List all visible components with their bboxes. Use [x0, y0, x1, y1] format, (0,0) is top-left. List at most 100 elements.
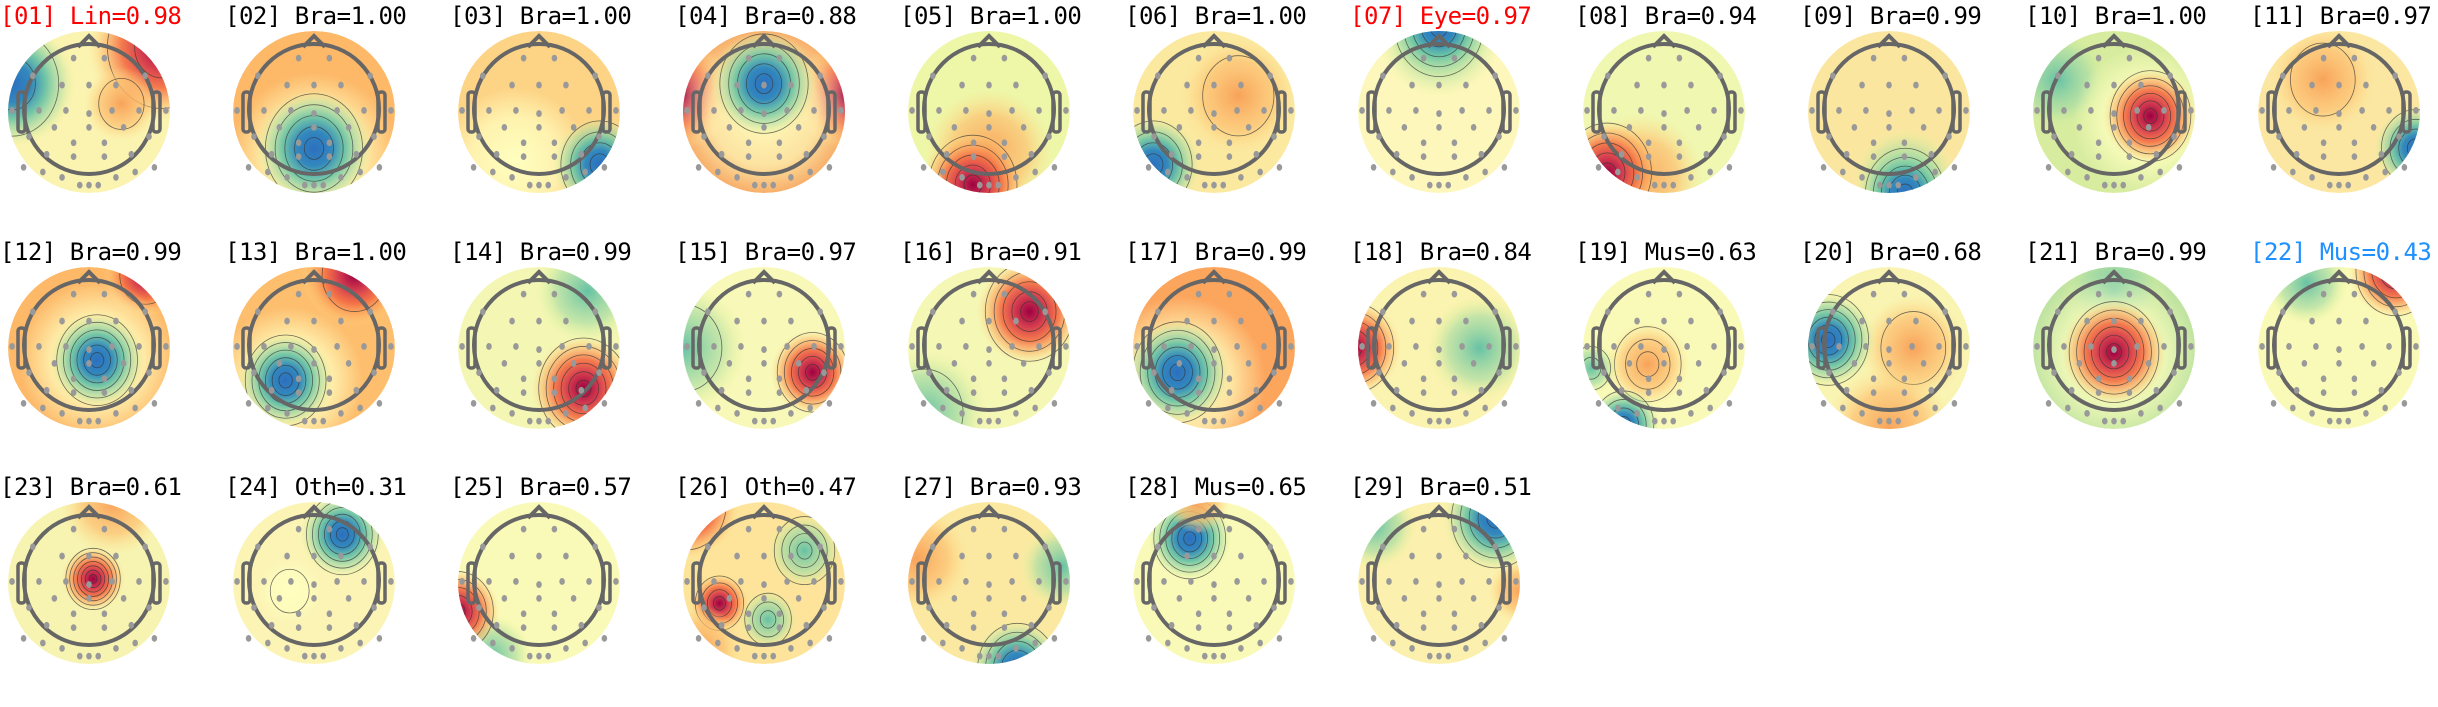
electrode-marker	[1843, 386, 1850, 394]
electrode-marker	[1155, 72, 1161, 80]
component-cell[interactable]: [01] Lin=0.98	[0, 0, 225, 236]
component-cell[interactable]: [18] Bra=0.84	[1350, 236, 1575, 472]
electrode-marker	[1886, 317, 1892, 325]
electrode-marker	[563, 410, 569, 417]
electrode-marker	[1211, 346, 1217, 353]
electrode-marker	[1836, 107, 1842, 114]
electrode-marker	[1238, 645, 1244, 652]
ear-icon	[601, 326, 612, 370]
nose-icon	[976, 504, 1002, 520]
electrode-marker	[1886, 81, 1892, 89]
electrode-marker	[109, 107, 115, 114]
electrode-marker	[684, 578, 690, 585]
component-cell[interactable]: [06] Bra=1.00	[1125, 0, 1350, 236]
electrode-marker	[1195, 54, 1202, 62]
topomap-blue-region	[238, 333, 334, 428]
component-title: [08] Bra=0.94	[1575, 2, 1757, 30]
component-cell[interactable]: [03] Bra=1.00	[450, 0, 675, 236]
electrode-marker	[1234, 578, 1240, 585]
electrode-marker	[353, 150, 360, 158]
contour-line	[2136, 100, 2165, 132]
electrode-marker	[1638, 343, 1644, 350]
component-cell[interactable]: [11] Bra=0.97	[2250, 0, 2438, 236]
nose-icon	[526, 504, 552, 520]
electrode-marker	[1046, 133, 1052, 141]
component-cell[interactable]: [26] Oth=0.47	[675, 471, 900, 707]
electrode-marker	[1909, 107, 1915, 114]
component-cell[interactable]: [04] Bra=0.88	[675, 0, 900, 236]
electrode-marker	[501, 123, 508, 131]
electrode-marker	[536, 317, 542, 325]
electrode-marker	[2336, 417, 2342, 425]
component-score: 1.00	[575, 2, 632, 30]
contour-line	[88, 574, 98, 584]
electrode-marker	[1626, 123, 1633, 131]
contour-line	[269, 568, 310, 614]
component-cell[interactable]: [22] Mus=0.43	[2250, 236, 2438, 472]
component-cell[interactable]: [24] Oth=0.31	[225, 471, 450, 707]
contour-line	[805, 363, 821, 381]
component-cell[interactable]: [07] Eye=0.97	[1350, 0, 1575, 236]
electrode-marker	[1661, 317, 1667, 325]
electrode-marker	[2126, 290, 2133, 298]
component-cell[interactable]: [10] Bra=1.00	[2025, 0, 2250, 236]
electrode-marker	[1359, 343, 1365, 350]
electrode-marker	[1032, 168, 1038, 176]
electrode-marker	[95, 181, 102, 189]
ear-icon	[466, 90, 477, 134]
component-cell[interactable]: [12] Bra=0.99	[0, 236, 225, 472]
electrode-marker	[788, 410, 794, 417]
electrode-marker	[970, 54, 977, 62]
component-cell[interactable]: [17] Bra=0.99	[1125, 236, 1350, 472]
component-cell[interactable]: [19] Mus=0.63	[1575, 236, 1800, 472]
ear-icon	[16, 561, 27, 605]
component-cell[interactable]: [02] Bra=1.00	[225, 0, 450, 236]
component-cell[interactable]: [09] Bra=0.99	[1800, 0, 2025, 236]
electrode-marker	[1859, 410, 1865, 417]
component-cell[interactable]: [25] Bra=0.57	[450, 471, 675, 707]
electrode-marker	[986, 346, 992, 353]
ear-icon	[2401, 326, 2412, 370]
electrode-marker	[265, 639, 271, 647]
electrode-marker	[578, 150, 585, 158]
electrode-marker	[86, 652, 92, 660]
electrode-marker	[1711, 343, 1717, 350]
component-cell[interactable]: [20] Bra=0.68	[1800, 236, 2025, 472]
electrode-marker	[2111, 123, 2117, 131]
electrode-marker	[376, 164, 383, 171]
electrode-marker	[536, 81, 542, 89]
component-cell[interactable]: [27] Bra=0.93	[900, 471, 1125, 707]
component-cell[interactable]: [15] Bra=0.97	[675, 236, 900, 472]
component-cell[interactable]: [08] Bra=0.94	[1575, 0, 1800, 236]
electrode-marker	[1413, 578, 1419, 585]
electrode-marker	[986, 110, 992, 117]
component-cell[interactable]: [23] Bra=0.61	[0, 471, 225, 707]
electrode-marker	[311, 81, 317, 89]
component-score: 0.99	[125, 238, 182, 266]
component-cell[interactable]: [14] Bra=0.99	[450, 236, 675, 472]
component-label: Bra	[519, 238, 562, 266]
electrode-marker	[1211, 581, 1217, 588]
component-label: Bra	[69, 473, 112, 501]
component-cell[interactable]: [16] Bra=0.91	[900, 236, 1125, 472]
component-cell[interactable]: [13] Bra=1.00	[225, 236, 450, 472]
electrode-marker	[1238, 174, 1244, 181]
electrode-marker	[2336, 346, 2342, 353]
component-cell[interactable]: [21] Bra=0.99	[2025, 236, 2250, 472]
electrode-marker	[338, 410, 344, 417]
electrode-marker	[2095, 139, 2102, 147]
electrode-marker	[1645, 290, 1652, 298]
electrode-marker	[1151, 369, 1157, 377]
component-cell[interactable]: [05] Bra=1.00	[900, 0, 1125, 236]
electrode-marker	[1726, 400, 1733, 407]
electrode-marker	[959, 410, 965, 417]
contour-line	[754, 73, 774, 94]
ear-icon	[1591, 326, 1602, 370]
electrode-marker	[1271, 604, 1277, 612]
electrode-marker	[1393, 386, 1400, 394]
component-cell[interactable]: [28] Mus=0.65	[1125, 471, 1350, 707]
component-cell[interactable]: [29] Bra=0.51	[1350, 471, 1575, 707]
electrode-marker	[1134, 107, 1140, 114]
electrode-marker	[1420, 525, 1427, 533]
nose-icon	[1426, 269, 1452, 285]
